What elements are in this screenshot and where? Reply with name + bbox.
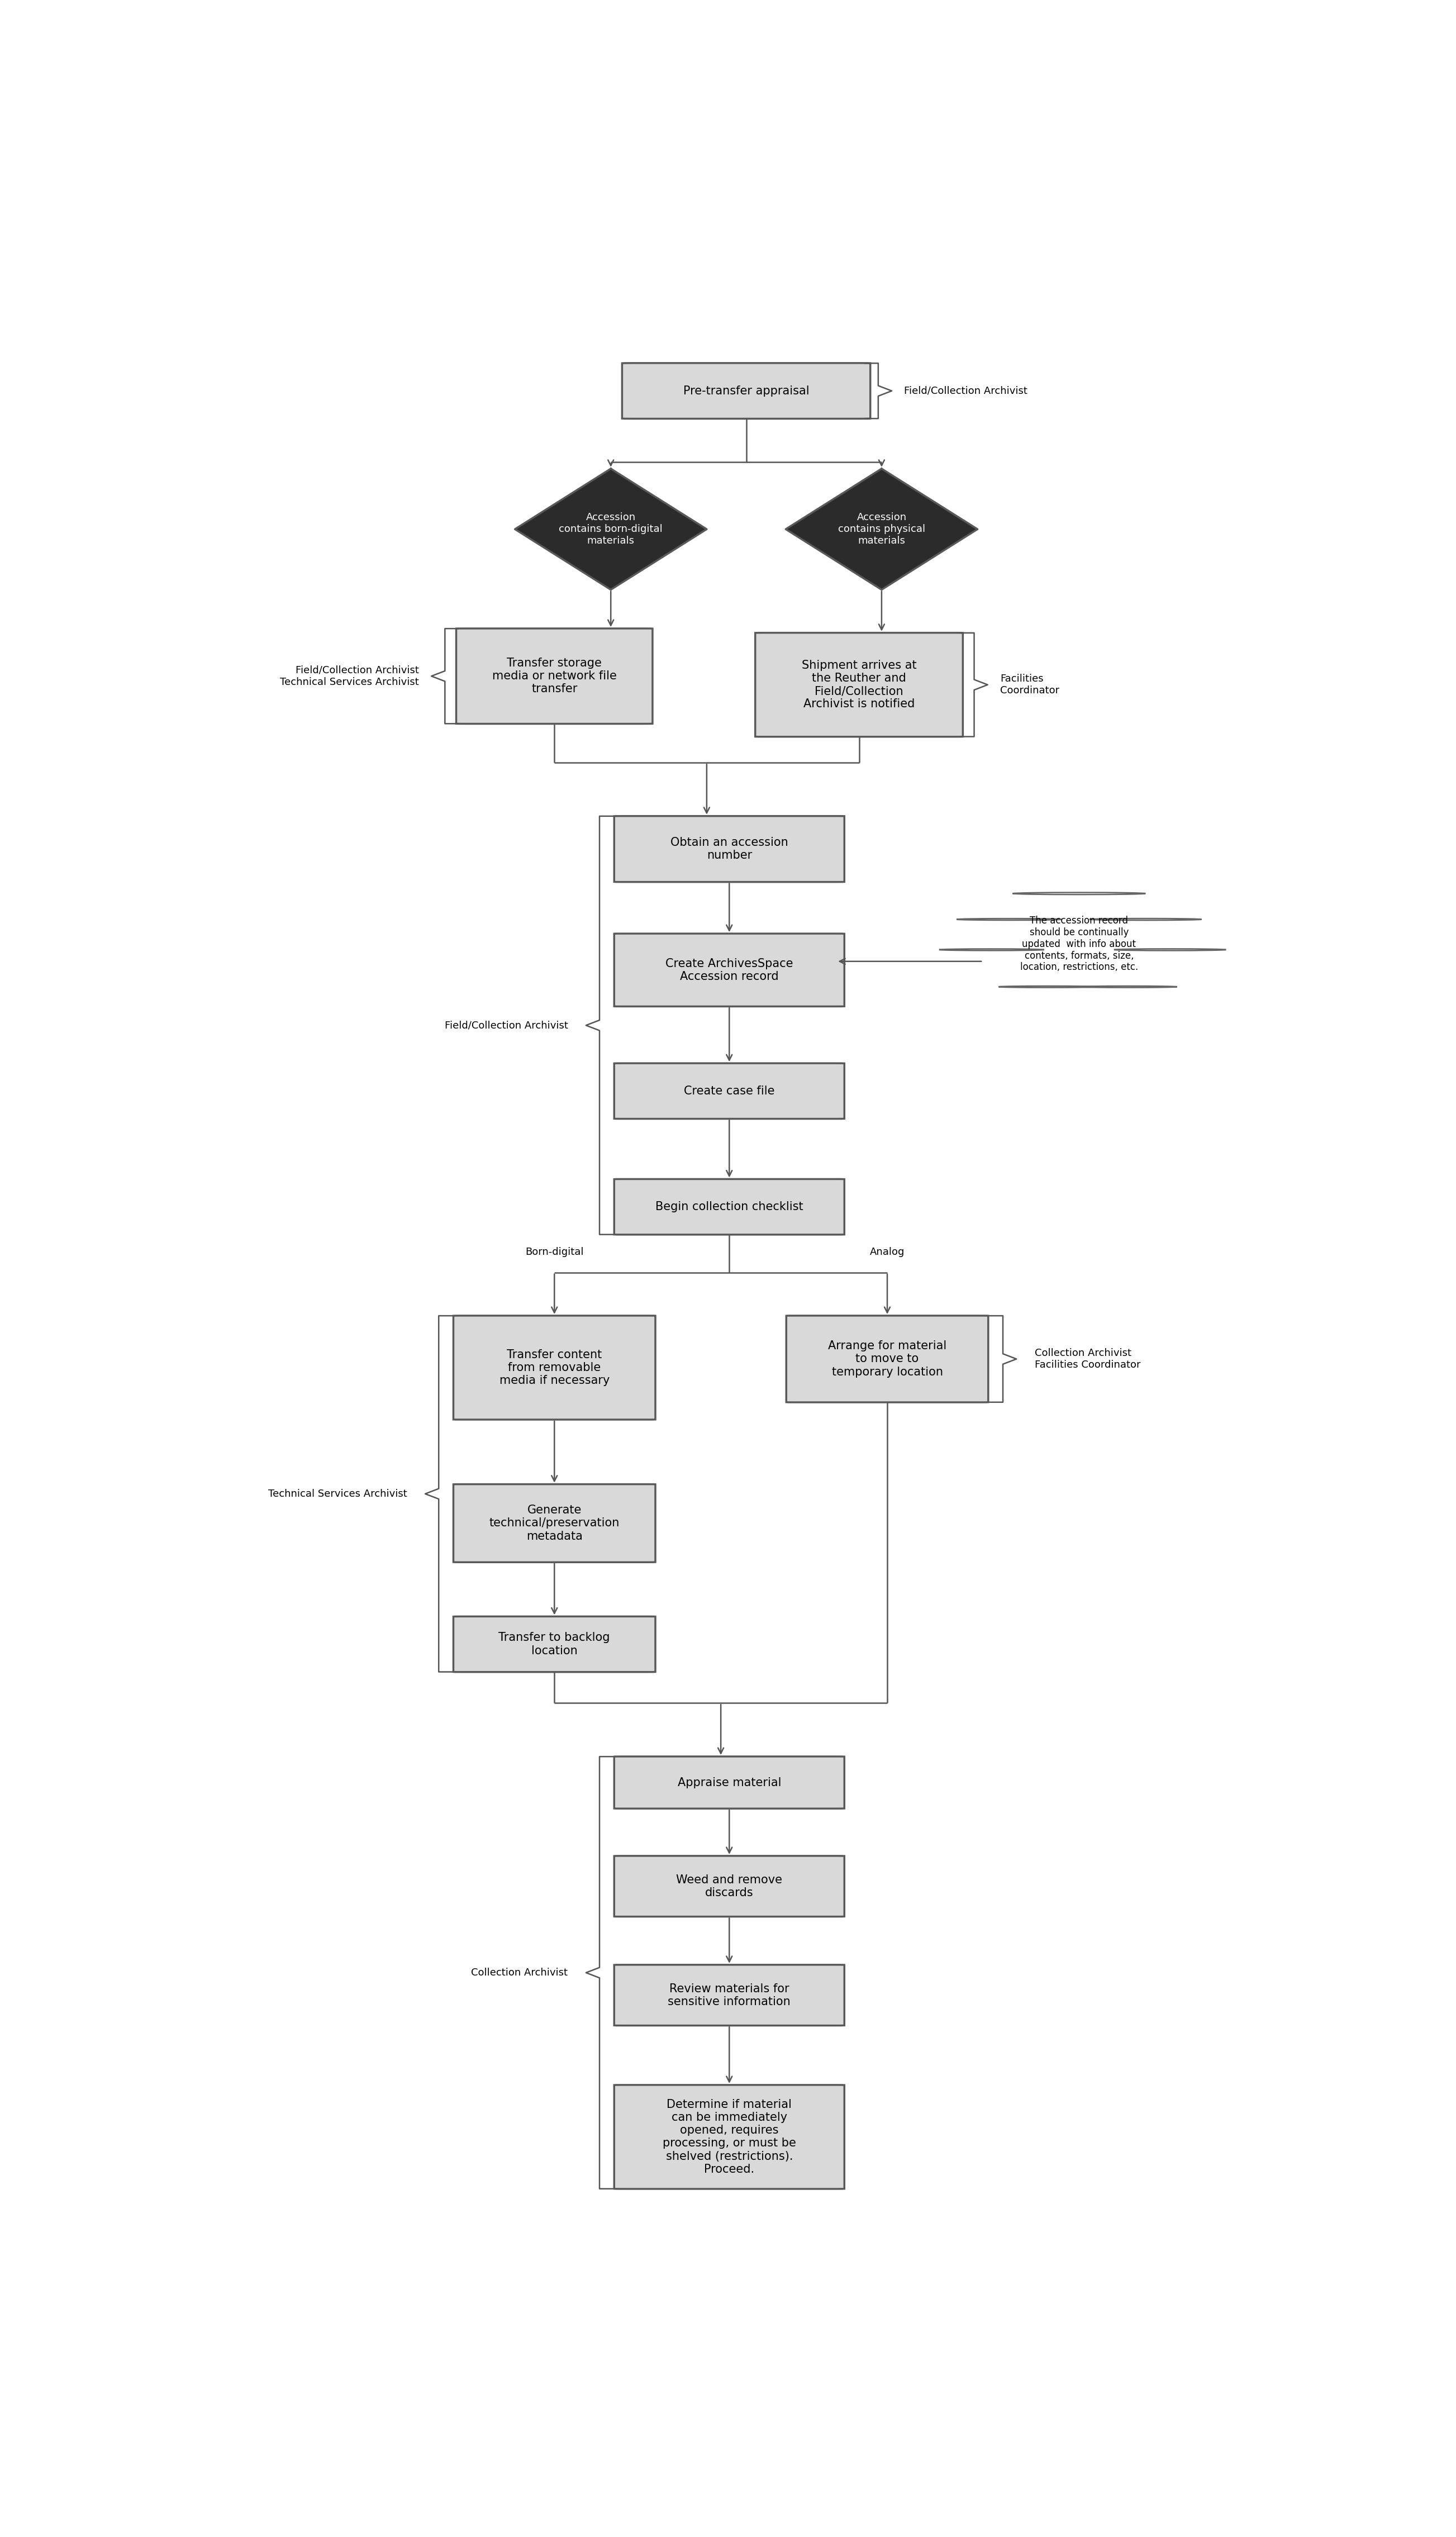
FancyBboxPatch shape (786, 1317, 989, 1403)
Text: Born-digital: Born-digital (526, 1246, 584, 1256)
Text: Arrange for material
to move to
temporary location: Arrange for material to move to temporar… (828, 1340, 946, 1378)
Text: Appraise material: Appraise material (677, 1776, 780, 1789)
Text: The accession record
should be continually
updated  with info about
contents, fo: The accession record should be continual… (1021, 916, 1139, 972)
Polygon shape (786, 469, 977, 589)
FancyBboxPatch shape (614, 1180, 844, 1236)
Text: Generate
technical/preservation
metadata: Generate technical/preservation metadata (489, 1504, 620, 1542)
Text: Technical Services Archivist: Technical Services Archivist (268, 1489, 408, 1499)
FancyBboxPatch shape (622, 363, 871, 419)
Text: Facilities
Coordinator: Facilities Coordinator (1000, 675, 1060, 695)
FancyBboxPatch shape (453, 1484, 655, 1563)
Text: Create ArchivesSpace
Accession record: Create ArchivesSpace Accession record (665, 959, 794, 982)
FancyBboxPatch shape (756, 632, 962, 736)
Text: Collection Archivist: Collection Archivist (472, 1969, 568, 1979)
FancyBboxPatch shape (614, 2085, 844, 2189)
Text: Transfer content
from removable
media if necessary: Transfer content from removable media if… (499, 1350, 610, 1385)
Text: Field/Collection Archivist
Technical Services Archivist: Field/Collection Archivist Technical Ser… (280, 665, 419, 688)
Text: Obtain an accession
number: Obtain an accession number (670, 837, 788, 860)
Text: Collection Archivist
Facilities Coordinator: Collection Archivist Facilities Coordina… (1035, 1347, 1140, 1370)
FancyBboxPatch shape (614, 1063, 844, 1119)
FancyBboxPatch shape (456, 629, 652, 723)
FancyBboxPatch shape (614, 1857, 844, 1915)
Text: Accession
contains physical
materials: Accession contains physical materials (839, 512, 925, 545)
FancyBboxPatch shape (614, 1964, 844, 2025)
Text: Review materials for
sensitive information: Review materials for sensitive informati… (668, 1984, 791, 2007)
Text: Accession
contains born-digital
materials: Accession contains born-digital material… (559, 512, 662, 545)
Text: Weed and remove
discards: Weed and remove discards (676, 1875, 782, 1898)
Text: Shipment arrives at
the Reuther and
Field/Collection
Archivist is notified: Shipment arrives at the Reuther and Fiel… (802, 660, 916, 710)
FancyBboxPatch shape (614, 817, 844, 883)
Polygon shape (515, 469, 706, 589)
Text: Field/Collection Archivist: Field/Collection Archivist (444, 1020, 568, 1030)
Text: Transfer storage
media or network file
transfer: Transfer storage media or network file t… (492, 657, 617, 695)
FancyBboxPatch shape (614, 934, 844, 1007)
FancyBboxPatch shape (614, 1756, 844, 1809)
Text: Determine if material
can be immediately
opened, requires
processing, or must be: Determine if material can be immediately… (662, 2098, 796, 2174)
Text: Pre-transfer appraisal: Pre-transfer appraisal (683, 386, 810, 396)
Text: Create case file: Create case file (684, 1086, 775, 1096)
Text: Field/Collection Archivist: Field/Collection Archivist (904, 386, 1028, 396)
FancyBboxPatch shape (453, 1616, 655, 1672)
Text: Begin collection checklist: Begin collection checklist (655, 1200, 804, 1213)
FancyBboxPatch shape (453, 1317, 655, 1421)
Text: Transfer to backlog
location: Transfer to backlog location (498, 1631, 610, 1657)
Text: Analog: Analog (869, 1246, 904, 1256)
